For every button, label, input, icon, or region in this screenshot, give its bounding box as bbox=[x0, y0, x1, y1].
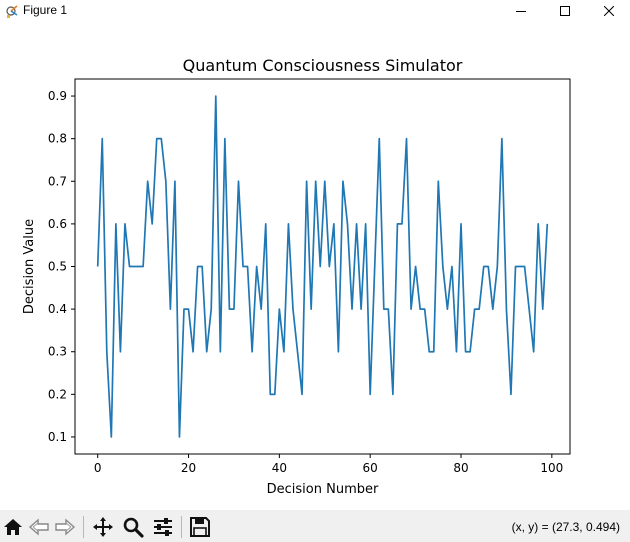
close-icon bbox=[604, 6, 614, 16]
back-button[interactable] bbox=[26, 514, 52, 540]
x-tick-label: 20 bbox=[181, 461, 196, 475]
series-line-0 bbox=[96, 95, 549, 438]
cursor-coordinates: (x, y) = (27.3, 0.494) bbox=[511, 520, 620, 534]
pan-button[interactable] bbox=[90, 514, 116, 540]
save-disk-icon bbox=[190, 517, 210, 537]
x-tick-label: 40 bbox=[272, 461, 287, 475]
home-icon bbox=[4, 519, 22, 535]
zoom-magnifier-icon bbox=[123, 517, 144, 538]
x-tick-label: 80 bbox=[453, 461, 468, 475]
y-tick-label: 0.6 bbox=[48, 217, 67, 231]
minimize-button[interactable] bbox=[498, 0, 544, 22]
close-button[interactable] bbox=[586, 0, 630, 22]
matplotlib-figure-icon bbox=[5, 3, 21, 19]
window-titlebar: Figure 1 bbox=[0, 0, 630, 22]
toolbar-separator bbox=[83, 516, 84, 538]
y-axis-label: Decision Value bbox=[22, 219, 37, 314]
line-chart: Quantum Consciousness Simulator 0 20 40 60 80… bbox=[22, 56, 571, 497]
toolbar-separator bbox=[181, 516, 182, 538]
maximize-button[interactable] bbox=[542, 0, 588, 22]
window-title: Figure 1 bbox=[23, 3, 68, 17]
y-tick-label: 0.5 bbox=[48, 260, 67, 274]
home-button[interactable] bbox=[0, 514, 26, 540]
y-tick-label: 0.9 bbox=[48, 89, 67, 103]
figure-canvas[interactable]: Quantum Consciousness Simulator 0 20 40 60 80… bbox=[0, 22, 630, 510]
y-tick-label: 0.4 bbox=[48, 302, 67, 316]
axes-frame bbox=[74, 78, 571, 455]
y-tick-label: 0.3 bbox=[48, 345, 67, 359]
sliders-icon bbox=[154, 518, 172, 536]
configure-subplots-button[interactable] bbox=[150, 514, 176, 540]
save-button[interactable] bbox=[187, 514, 213, 540]
y-tick-label: 0.2 bbox=[48, 387, 67, 401]
x-axis-label: Decision Number bbox=[267, 482, 379, 497]
maximize-icon bbox=[560, 6, 570, 16]
pan-move-icon bbox=[93, 517, 113, 537]
forward-button[interactable] bbox=[52, 514, 78, 540]
x-tick-label: 60 bbox=[363, 461, 378, 475]
y-tick-label: 0.1 bbox=[48, 430, 67, 444]
minimize-icon bbox=[516, 11, 526, 12]
y-tick-label: 0.8 bbox=[48, 132, 67, 146]
x-tick-label: 100 bbox=[540, 461, 563, 475]
x-tick-label: 0 bbox=[94, 461, 102, 475]
y-tick-label: 0.7 bbox=[48, 174, 67, 188]
back-arrow-icon bbox=[28, 518, 49, 536]
zoom-button[interactable] bbox=[120, 514, 146, 540]
forward-arrow-icon bbox=[55, 518, 76, 536]
chart-title: Quantum Consciousness Simulator bbox=[183, 56, 463, 75]
navigation-toolbar: (x, y) = (27.3, 0.494) bbox=[0, 510, 630, 542]
